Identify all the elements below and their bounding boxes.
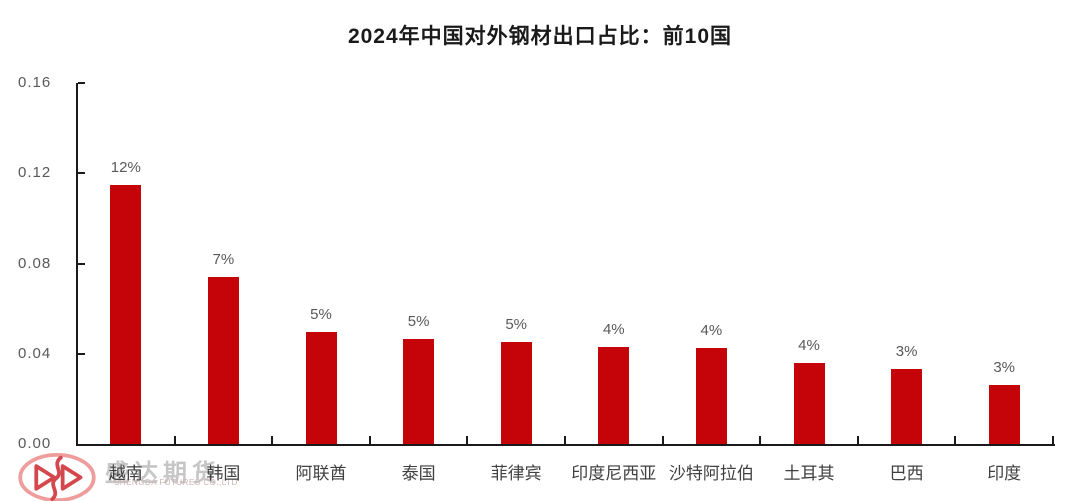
- x-tick-mark: [954, 436, 957, 444]
- y-tick-mark: [78, 172, 85, 175]
- bar: [110, 184, 142, 444]
- bar-value-label: 3%: [993, 358, 1016, 376]
- category-label: 菲律宾: [490, 464, 542, 483]
- bar: [598, 346, 630, 444]
- bar-value-label: 5%: [310, 306, 332, 324]
- bar-value-label: 5%: [505, 316, 528, 334]
- y-tick-label: 0.16: [18, 74, 52, 91]
- x-axis-line: [76, 444, 1055, 446]
- y-tick-mark: [78, 82, 85, 84]
- x-tick-mark: [173, 436, 176, 444]
- category-label: 土耳其: [783, 464, 835, 483]
- bar-value-label: 5%: [407, 313, 430, 331]
- x-tick-mark: [1052, 436, 1054, 444]
- bar-value-label: 4%: [798, 337, 820, 355]
- watermark-company-name: 盛达期货: [105, 460, 221, 487]
- y-tick-mark: [78, 262, 85, 265]
- category-label: 印度尼西亚: [571, 464, 657, 483]
- x-tick-mark: [856, 436, 859, 444]
- x-tick-mark: [368, 436, 371, 444]
- x-tick-mark: [661, 436, 664, 444]
- bar-value-label: 7%: [212, 251, 235, 269]
- x-tick-mark: [564, 436, 566, 444]
- category-label: 阿联酋: [295, 464, 347, 483]
- category-label: 沙特阿拉伯: [668, 464, 754, 483]
- bar-value-label: 3%: [895, 343, 918, 361]
- x-tick-mark: [271, 436, 274, 444]
- category-label: 印度: [987, 464, 1022, 483]
- chart-title: 2024年中国对外钢材出口占比：前10国: [347, 25, 733, 48]
- bar: [891, 369, 923, 444]
- category-label: 巴西: [889, 464, 924, 483]
- y-tick-label: 0.08: [18, 254, 52, 272]
- bar: [695, 347, 727, 444]
- x-tick-mark: [466, 436, 469, 444]
- bar: [305, 332, 337, 444]
- y-tick-label: 0.04: [18, 344, 52, 362]
- bar: [207, 277, 239, 444]
- y-tick-label: 0.12: [18, 164, 52, 182]
- bar-value-label: 4%: [602, 320, 625, 338]
- bar: [403, 339, 435, 444]
- bar: [988, 384, 1020, 444]
- y-tick-label: 0.00: [18, 435, 52, 452]
- y-tick-mark: [78, 352, 85, 355]
- bar-value-label: 12%: [110, 158, 141, 176]
- y-axis-line: [76, 83, 78, 446]
- bar: [793, 363, 825, 444]
- shengda-futures-logo-icon: [18, 452, 96, 501]
- category-label: 韩国: [206, 464, 241, 483]
- category-label: 越南: [108, 464, 143, 483]
- bar-value-label: 4%: [700, 321, 723, 339]
- x-tick-mark: [759, 436, 762, 444]
- category-label: 泰国: [401, 464, 436, 483]
- watermark-company-name-en: SHENGDA FUTURES CO.,LTD: [114, 478, 238, 487]
- bar: [500, 342, 532, 444]
